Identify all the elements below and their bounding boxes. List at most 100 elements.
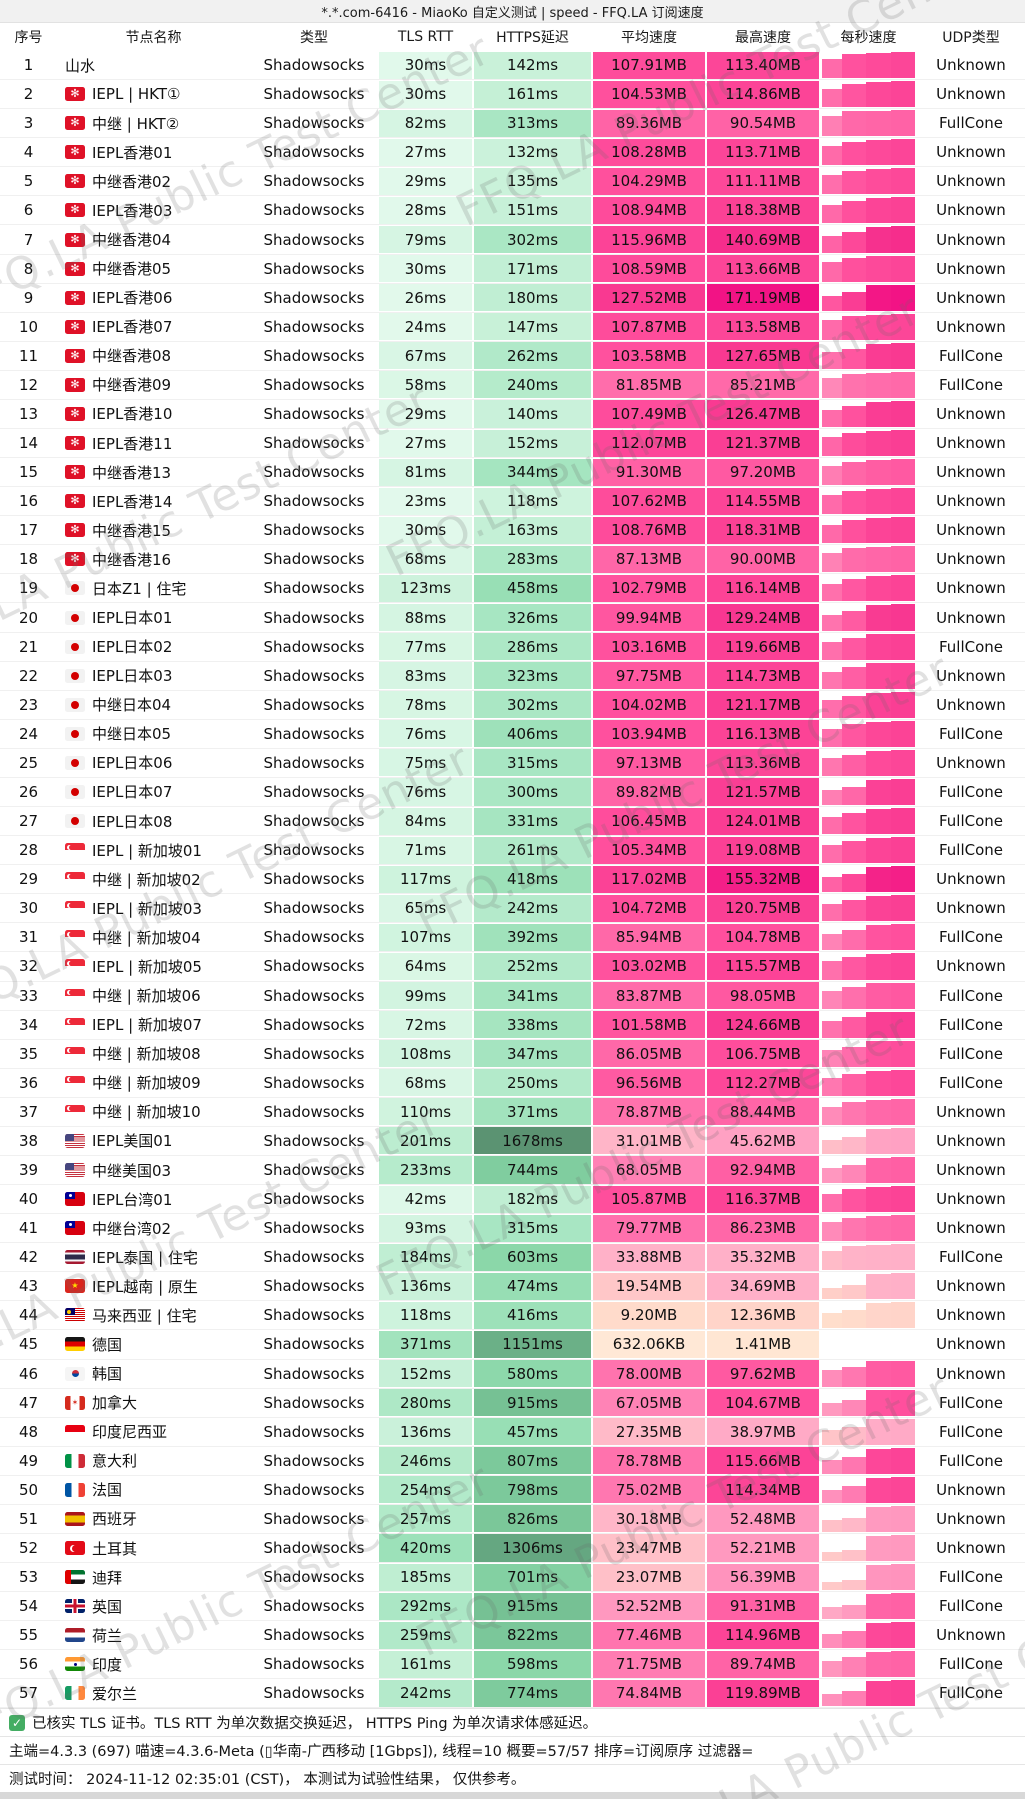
flag-jp-icon	[65, 755, 85, 770]
node-name: 印度	[92, 1655, 123, 1674]
max-speed-cell: 118.38MB	[706, 196, 820, 224]
row-index: 55	[18, 1626, 39, 1645]
udp-type: Unknown	[936, 753, 1006, 772]
https-latency-cell: 300ms	[473, 778, 592, 806]
https-latency-cell: 338ms	[473, 1011, 592, 1039]
node-type: Shadowsocks	[263, 550, 365, 569]
udp-type: Unknown	[936, 259, 1006, 278]
udp-type: Unknown	[936, 1190, 1006, 1209]
udp-type: Unknown	[936, 492, 1006, 511]
https-latency-cell: 283ms	[473, 545, 592, 573]
node-name: 山水	[65, 56, 96, 75]
flag-sg-icon	[65, 1017, 85, 1032]
https-latency-cell: 406ms	[473, 720, 592, 748]
col-header-avg-speed: 平均速度	[621, 30, 677, 46]
max-speed-cell: 86.23MB	[706, 1214, 820, 1242]
tls-rtt-cell: 201ms	[378, 1127, 473, 1155]
max-speed-cell: 114.34MB	[706, 1476, 820, 1504]
flag-jp-icon	[65, 639, 85, 654]
node-type: Shadowsocks	[263, 143, 365, 162]
https-latency-cell: 416ms	[473, 1301, 592, 1329]
avg-speed-cell: 632.06KB	[592, 1330, 706, 1359]
udp-type: Unknown	[936, 1626, 1006, 1645]
node-name: 中继香港09	[92, 376, 172, 395]
per-second-segments	[822, 139, 915, 166]
udp-type: FullCone	[938, 812, 1004, 831]
node-name: IEPL香港10	[92, 405, 173, 424]
per-second-speed-bar	[820, 1127, 917, 1155]
flag-hk-icon	[65, 436, 85, 451]
table-row: 40 IEPL台湾01 Shadowsocks 42ms 182ms 105.87MB 11…	[0, 1185, 1025, 1215]
node-name: 中继 | HKT②	[92, 114, 180, 133]
udp-type: FullCone	[938, 1015, 1004, 1034]
per-second-speed-bar	[820, 1389, 917, 1417]
flag-hk-icon	[65, 87, 85, 102]
col-header-https: HTTPS延迟	[496, 30, 569, 46]
per-second-segments	[822, 837, 915, 864]
flag-sg-icon	[65, 901, 85, 916]
tls-rtt-cell: 67ms	[378, 342, 473, 370]
max-speed-cell: 121.37MB	[706, 429, 820, 457]
avg-speed-cell: 52.52MB	[592, 1592, 706, 1620]
node-name: 中继美国03	[92, 1161, 172, 1180]
per-second-segments	[822, 1273, 915, 1300]
node-type: Shadowsocks	[263, 1044, 365, 1063]
node-type: Shadowsocks	[263, 782, 365, 801]
https-latency-cell: 744ms	[473, 1156, 592, 1184]
per-second-speed-bar	[820, 778, 917, 806]
tls-rtt-cell: 42ms	[378, 1185, 473, 1213]
row-index: 3	[23, 114, 34, 133]
node-name: IEPL | 新加坡07	[92, 1016, 202, 1035]
udp-type: Unknown	[936, 899, 1006, 918]
node-name-cell: IEPL越南 | 原生	[57, 1272, 250, 1300]
per-second-speed-bar	[820, 1243, 917, 1271]
per-second-segments	[822, 749, 915, 776]
per-second-segments	[822, 604, 915, 631]
https-latency-cell: 315ms	[473, 1214, 592, 1242]
node-name-cell: 中继 | 新加坡06	[57, 982, 250, 1010]
https-latency-cell: 151ms	[473, 196, 592, 224]
row-index: 1	[23, 56, 34, 75]
udp-type: Unknown	[936, 521, 1006, 540]
tls-rtt-cell: 76ms	[378, 778, 473, 806]
col-header-index: 序号	[14, 30, 43, 46]
row-index: 43	[18, 1277, 39, 1296]
node-name-cell: IEPL美国01	[57, 1127, 250, 1155]
node-type: Shadowsocks	[263, 870, 365, 889]
https-latency-cell: 915ms	[473, 1592, 592, 1620]
flag-us-icon	[65, 1163, 85, 1177]
avg-speed-cell: 30.18MB	[592, 1505, 706, 1533]
per-second-segments	[822, 546, 915, 573]
per-second-segments	[822, 255, 915, 282]
max-speed-cell: 114.55MB	[706, 487, 820, 515]
node-name: 迪拜	[92, 1568, 123, 1587]
node-type: Shadowsocks	[263, 753, 365, 772]
node-name-cell: 荷兰	[57, 1621, 250, 1649]
node-name-cell: 中继 | HKT②	[57, 109, 250, 137]
node-type: Shadowsocks	[263, 201, 365, 220]
row-index: 40	[18, 1190, 39, 1209]
max-speed-cell: 52.21MB	[706, 1534, 820, 1562]
node-name-cell: IEPL香港01	[57, 138, 250, 166]
flag-tw-icon	[65, 1192, 85, 1207]
table-row: 42 IEPL泰国 | 住宅 Shadowsocks 184ms 603ms 33.88M…	[0, 1243, 1025, 1273]
node-name-cell: IEPL日本02	[57, 633, 250, 661]
https-latency-cell: 286ms	[473, 633, 592, 661]
node-name: IEPL | 新加坡03	[92, 899, 202, 918]
tls-rtt-cell: 136ms	[378, 1272, 473, 1300]
avg-speed-cell: 79.77MB	[592, 1214, 706, 1242]
table-row: 55 荷兰 Shadowsocks 259ms 822ms 77.46MB 114.96MB…	[0, 1621, 1025, 1651]
per-second-speed-bar	[820, 1040, 917, 1068]
table-row: 32 IEPL | 新加坡05 Shadowsocks 64ms 252ms 103.02…	[0, 952, 1025, 982]
udp-type: FullCone	[938, 1393, 1004, 1412]
per-second-speed-bar	[820, 603, 917, 631]
node-type: Shadowsocks	[263, 841, 365, 860]
node-name-cell: 山水	[57, 51, 250, 79]
https-latency-cell: 580ms	[473, 1360, 592, 1388]
node-name-cell: IEPL香港11	[57, 429, 250, 457]
node-name-cell: 中继香港08	[57, 342, 250, 370]
tls-rtt-cell: 30ms	[378, 516, 473, 544]
node-type: Shadowsocks	[263, 230, 365, 249]
tls-rtt-cell: 107ms	[378, 923, 473, 951]
avg-speed-cell: 78.00MB	[592, 1360, 706, 1388]
